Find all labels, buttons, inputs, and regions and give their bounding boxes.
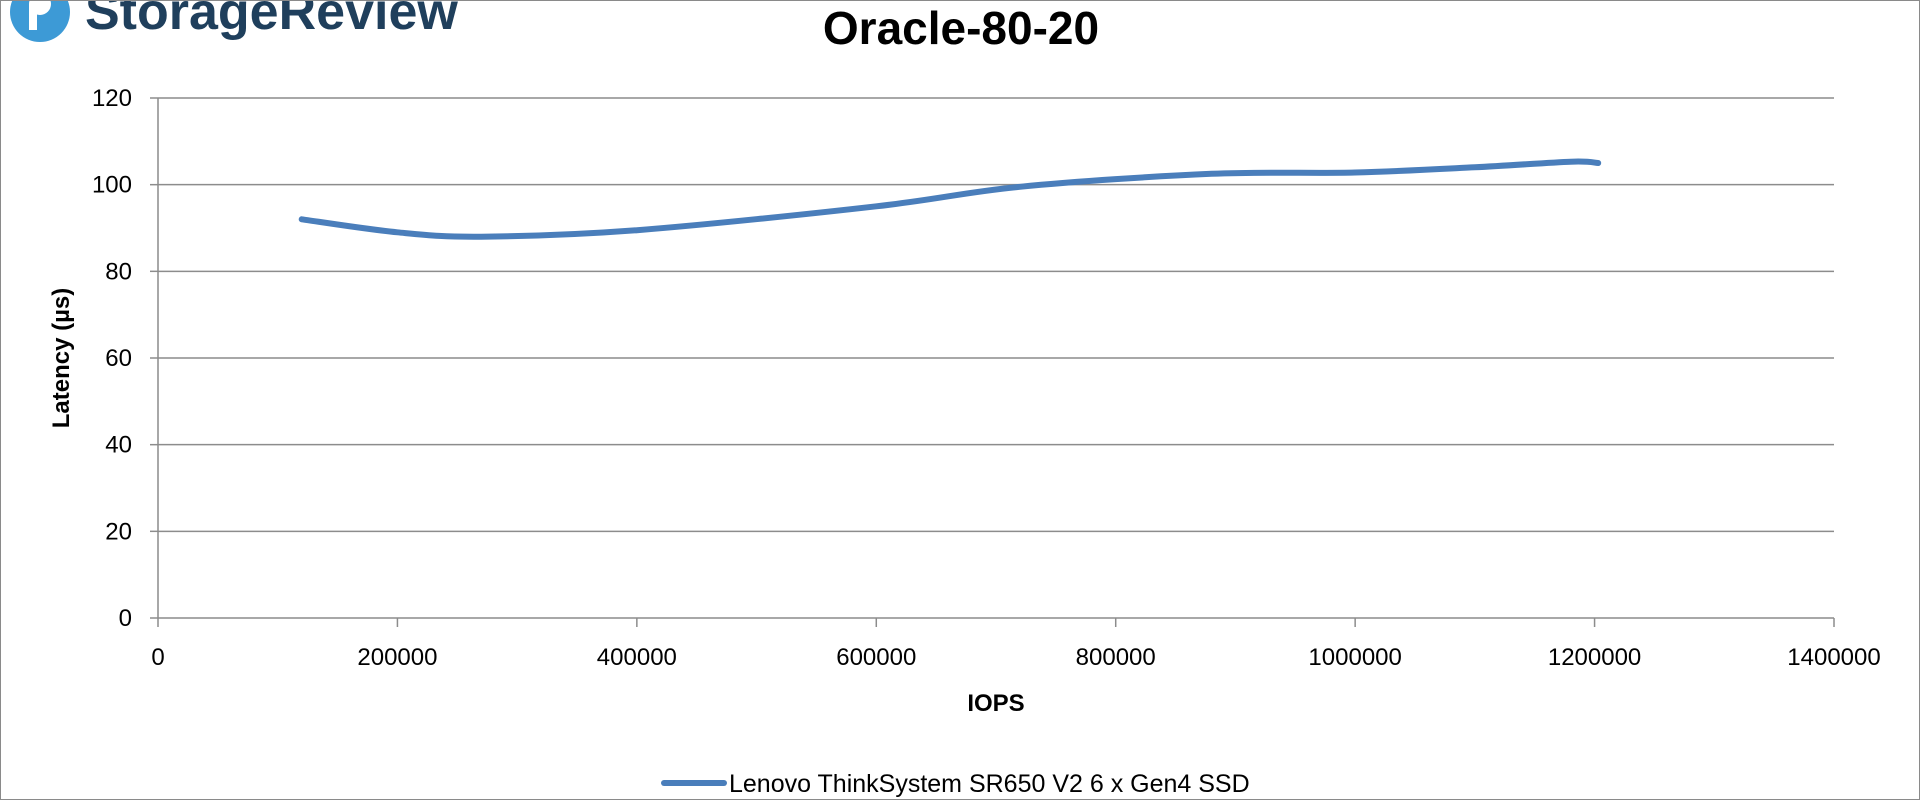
- grid-layer: [158, 97, 1834, 533]
- y-tick-label: 0: [119, 605, 132, 632]
- y-tick-label: 80: [105, 258, 132, 285]
- storagereview-logo-icon: [10, 1, 70, 42]
- x-tick-label: 1400000: [1787, 644, 1880, 671]
- x-tick-label: 400000: [597, 644, 677, 671]
- storagereview-logo: StorageReview: [9, 0, 458, 45]
- y-tick-label: 20: [105, 518, 132, 545]
- logo-wordmark: StorageReview: [85, 0, 458, 41]
- series-line-0: [298, 158, 1602, 240]
- x-tick-label: 800000: [1076, 644, 1156, 671]
- x-axis-title: IOPS: [967, 690, 1024, 717]
- x-tick-label: 200000: [357, 644, 437, 671]
- y-tick-label: 40: [105, 432, 132, 459]
- x-tick-label: 600000: [836, 644, 916, 671]
- x-tick-label: 0: [151, 644, 164, 671]
- legend-label: Lenovo ThinkSystem SR650 V2 6 x Gen4 SSD: [729, 770, 1250, 798]
- y-axis-title: Latency (µs): [48, 288, 75, 429]
- tick-label-layer: 0 20 40 60 80 100 120 0 200000 400000 600000 800000…: [92, 85, 1881, 671]
- y-tick-label: 120: [92, 85, 132, 112]
- y-tick-label: 100: [92, 172, 132, 199]
- chart-title: Oracle-80-20: [823, 2, 1099, 54]
- legend: Lenovo ThinkSystem SR650 V2 6 x Gen4 SSD: [661, 770, 1250, 798]
- x-tick-label: 1000000: [1308, 644, 1401, 671]
- y-tick-label: 60: [105, 345, 132, 372]
- axis-layer: [150, 97, 1835, 627]
- x-tick-label: 1200000: [1548, 644, 1641, 671]
- series-layer: [298, 158, 1602, 240]
